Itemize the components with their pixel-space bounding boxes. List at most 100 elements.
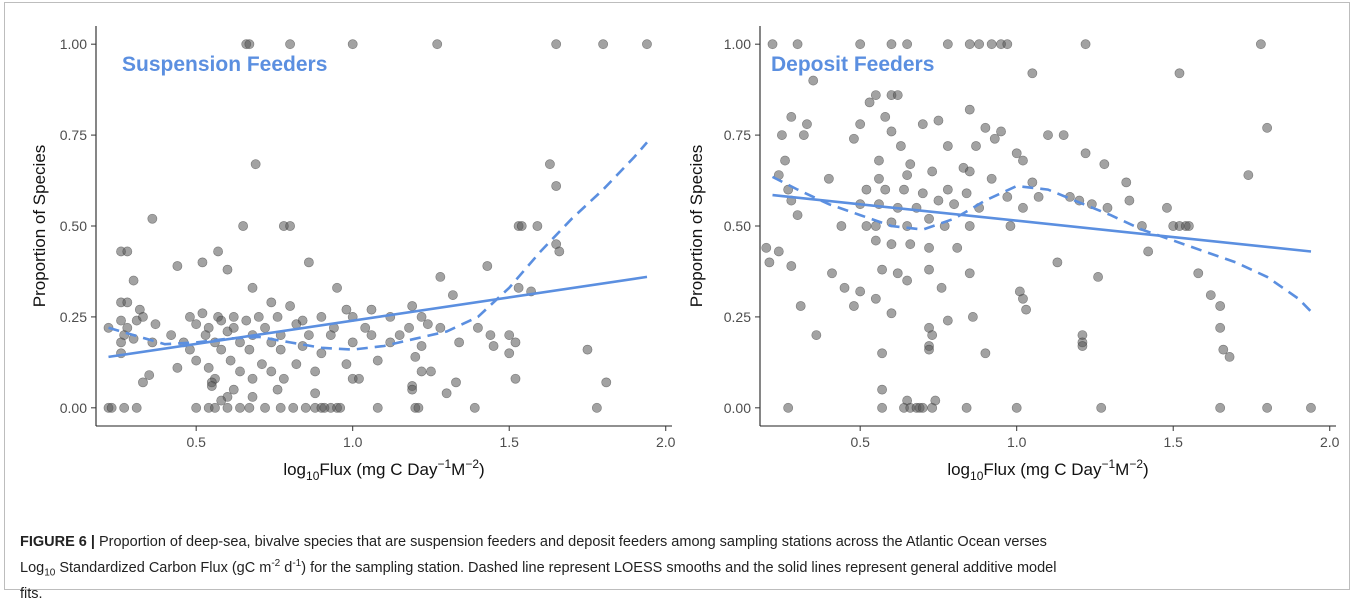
data-point [1099, 159, 1110, 170]
y-axis-title: Proportion of Species [687, 145, 706, 308]
data-point [870, 293, 881, 304]
data-point [272, 384, 283, 395]
data-point [952, 242, 963, 253]
data-point [855, 286, 866, 297]
data-point [1124, 195, 1135, 206]
data-point [855, 39, 866, 50]
data-point [228, 312, 239, 322]
data-point [516, 221, 527, 231]
data-point [119, 402, 130, 413]
data-point [347, 39, 358, 50]
loess-dashed-line [108, 141, 648, 351]
x-tick-label: 0.5 [186, 434, 206, 450]
data-point [933, 195, 944, 206]
data-point [892, 90, 903, 100]
data-point [551, 39, 562, 50]
data-point [147, 213, 158, 224]
caption-log-sub: 10 [44, 567, 56, 579]
panel-title: Deposit Feeders [771, 53, 934, 76]
x-tick-label: 1.0 [343, 434, 363, 450]
data-point [949, 199, 959, 210]
loess-dashed-line [771, 175, 1312, 313]
data-point [927, 330, 938, 340]
data-point [451, 377, 461, 388]
data-point [407, 301, 418, 311]
data-point [773, 246, 784, 257]
data-point [116, 337, 126, 348]
caption-text-2a: Standardized Carbon Flux (gC m [55, 559, 272, 576]
data-point [827, 268, 837, 279]
data-point [902, 170, 913, 180]
data-point [354, 373, 364, 384]
data-point [1183, 221, 1194, 231]
data-point [961, 188, 972, 199]
data-point [980, 122, 991, 133]
data-point [971, 141, 981, 151]
data-point [238, 221, 249, 231]
data-point [222, 402, 233, 413]
caption-text-1: Proportion of deep-sea, bivalve species … [94, 534, 1047, 550]
data-point [942, 315, 953, 326]
data-point [366, 304, 377, 315]
data-point [1306, 402, 1316, 413]
caption-sup-1: -2 [271, 558, 281, 569]
data-point [870, 235, 881, 246]
data-point [874, 173, 884, 184]
data-point [513, 282, 524, 293]
data-point [106, 402, 117, 413]
data-point [892, 268, 903, 279]
data-point [172, 362, 183, 373]
x-axis-title: log10Flux (mg C Day−1M−2) [947, 457, 1148, 483]
data-point [917, 119, 928, 130]
data-point [172, 261, 183, 271]
data-point [504, 348, 515, 359]
data-point [426, 366, 436, 377]
data-point [905, 239, 916, 250]
data-point [880, 184, 891, 195]
data-point [341, 359, 352, 370]
y-tick-label: 0.75 [60, 127, 87, 143]
data-point [964, 166, 975, 177]
data-point [864, 97, 875, 108]
data-point [222, 264, 233, 275]
data-point [454, 337, 465, 348]
data-point [1027, 68, 1038, 79]
data-point [591, 402, 602, 413]
data-point [930, 395, 941, 406]
data-point [253, 312, 264, 322]
data-point [332, 282, 342, 293]
data-point [1052, 257, 1063, 268]
x-title-sup2: −2 [465, 457, 479, 471]
data-point [855, 119, 866, 130]
data-point [285, 221, 295, 231]
data-point [441, 388, 452, 399]
data-point [1080, 39, 1091, 50]
data-point [1027, 177, 1038, 188]
data-point [216, 315, 227, 326]
data-point [861, 221, 872, 231]
data-point [1043, 130, 1053, 140]
y-tick-label: 1.00 [724, 36, 751, 52]
data-point [823, 173, 834, 184]
x-title-sup1: −1 [1101, 457, 1115, 471]
data-point [191, 319, 202, 330]
data-point [347, 337, 358, 348]
data-point [861, 184, 872, 195]
data-point [310, 388, 321, 399]
data-point [1080, 148, 1091, 159]
data-point [1002, 192, 1013, 202]
caption-line-2: Log10 Standardized Carbon Flux (gC m-2 d… [20, 553, 1338, 584]
x-tick-label: 1.5 [499, 434, 519, 450]
x-tick-label: 1.0 [1007, 434, 1027, 450]
data-point [986, 173, 997, 184]
caption-line-3: fits. [20, 584, 1338, 605]
data-point [247, 392, 258, 402]
data-point [316, 348, 327, 359]
data-point [482, 261, 493, 271]
figure-frame [4, 2, 1350, 590]
data-point [905, 159, 916, 170]
data-point [1093, 272, 1103, 282]
data-point [545, 159, 555, 170]
data-point [802, 119, 812, 130]
data-point [924, 213, 934, 224]
